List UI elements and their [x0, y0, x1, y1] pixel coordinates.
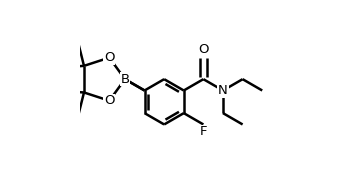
Text: O: O	[198, 42, 209, 56]
Text: F: F	[199, 125, 207, 138]
Text: O: O	[104, 94, 114, 107]
Text: O: O	[104, 51, 114, 64]
Text: B: B	[120, 73, 130, 86]
Text: B: B	[120, 73, 130, 86]
Text: N: N	[218, 84, 228, 97]
